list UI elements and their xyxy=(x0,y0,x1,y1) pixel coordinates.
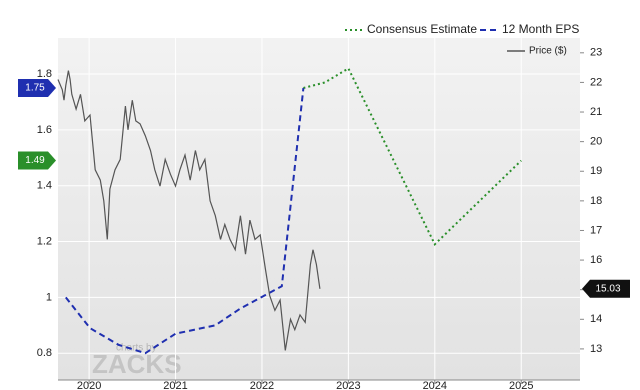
watermark-prefix: charts by xyxy=(116,343,157,354)
y2-tick-label: 19 xyxy=(590,165,602,177)
x-tick-label: 2022 xyxy=(250,380,274,390)
y2-tick-label: 13 xyxy=(590,343,602,355)
value-flag xyxy=(18,78,56,97)
y-tick-label: 1.6 xyxy=(37,124,52,136)
value-flag xyxy=(18,151,56,170)
y2-tick-label: 16 xyxy=(590,254,602,266)
value-flag-label: 1.75 xyxy=(25,83,45,94)
y-tick-label: 0.8 xyxy=(37,347,52,359)
y-tick-label: 1.2 xyxy=(37,235,52,247)
y-tick-label: 1.8 xyxy=(37,68,52,80)
x-tick-label: 2020 xyxy=(77,380,101,390)
x-tick-label: 2023 xyxy=(336,380,360,390)
series-line xyxy=(303,66,522,246)
plot-area xyxy=(58,38,580,380)
y-tick-label: 1 xyxy=(46,291,52,303)
y2-tick-label: 20 xyxy=(590,136,602,148)
watermark-brand: ZACKS xyxy=(92,349,182,379)
x-tick-label: 2021 xyxy=(163,380,187,390)
y2-tick-label: 22 xyxy=(590,76,602,88)
y2-tick-label: 17 xyxy=(590,224,602,236)
legend-label: 12 Month EPS xyxy=(502,22,579,36)
series-line xyxy=(65,87,305,355)
x-tick-label: 2025 xyxy=(509,380,533,390)
value-flag-label: 15.03 xyxy=(595,283,620,294)
y2-tick-label: 18 xyxy=(590,195,602,207)
y-tick-label: 1.4 xyxy=(37,180,52,192)
legend-label: Consensus Estimate xyxy=(367,22,477,36)
y2-tick-label: 23 xyxy=(590,47,602,59)
legend-label: Price ($) xyxy=(529,46,567,57)
x-tick-label: 2024 xyxy=(423,380,447,390)
y2-tick-label: 14 xyxy=(590,313,602,325)
y2-tick-label: 21 xyxy=(590,106,602,118)
series-line xyxy=(57,70,321,351)
value-flag-label: 1.49 xyxy=(25,155,45,166)
value-flag xyxy=(582,279,630,298)
